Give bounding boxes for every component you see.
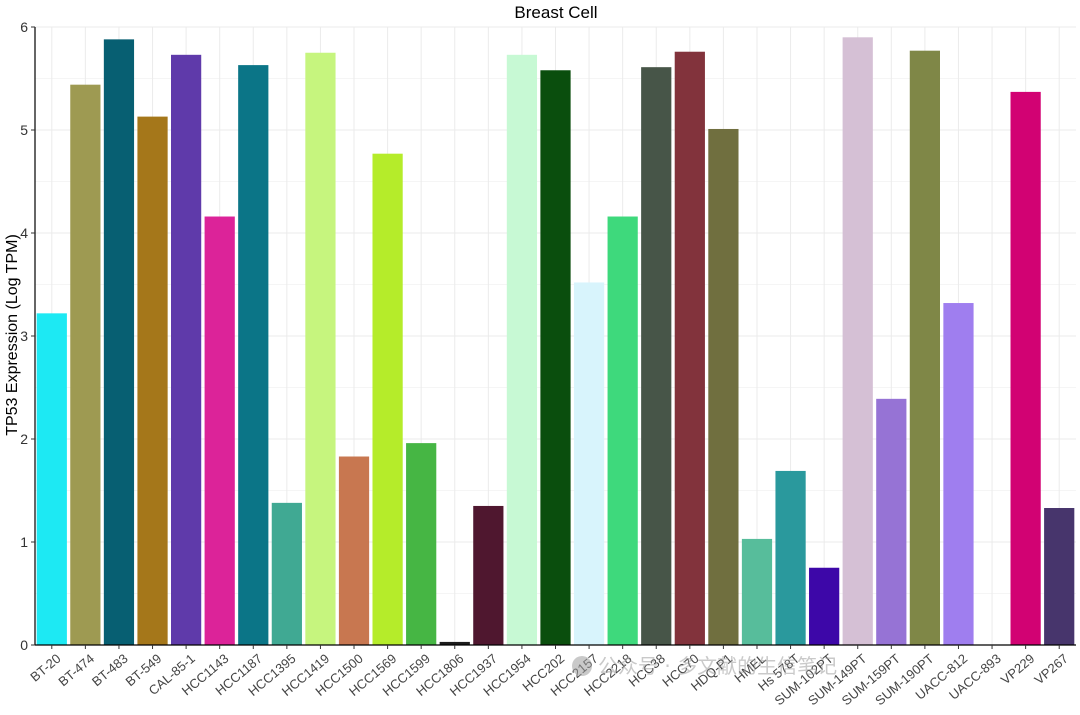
y-axis-title: TP53 Expression (Log TPM) bbox=[4, 234, 21, 436]
bar-HMEL[interactable] bbox=[741, 538, 773, 645]
bar-HCC1954[interactable] bbox=[506, 54, 538, 646]
bar-HCC1419[interactable] bbox=[305, 52, 336, 645]
bar-HCC1395[interactable] bbox=[271, 502, 302, 645]
bar-VP229[interactable] bbox=[1010, 91, 1041, 645]
bar-VP267[interactable] bbox=[1044, 508, 1075, 645]
bar-HCC1806[interactable] bbox=[439, 641, 470, 645]
bar-CAL-85-1[interactable] bbox=[171, 54, 202, 646]
bar-HCC1937[interactable] bbox=[473, 505, 504, 645]
bar-HCC38[interactable] bbox=[641, 67, 672, 646]
bar-SUM-159PT[interactable] bbox=[876, 398, 907, 645]
bar-BT-483[interactable] bbox=[103, 39, 135, 646]
bar-HCC1599[interactable] bbox=[406, 443, 437, 645]
bar-SUM-190PT[interactable] bbox=[909, 50, 940, 645]
y-tick-label: 5 bbox=[20, 122, 28, 138]
bar-HCC2157[interactable] bbox=[573, 282, 605, 645]
y-tick-label: 0 bbox=[20, 637, 28, 653]
bar-SUM-102PT[interactable] bbox=[809, 567, 840, 645]
bar-BT-474[interactable] bbox=[70, 84, 101, 646]
bar-BT-549[interactable] bbox=[137, 116, 168, 646]
y-tick-label: 1 bbox=[20, 534, 28, 550]
bar-HCC1500[interactable] bbox=[338, 456, 370, 645]
bar-HCC70[interactable] bbox=[674, 51, 705, 646]
y-tick-label: 4 bbox=[20, 225, 28, 241]
watermark-text: 公众号 · 多文献的生信笔记 bbox=[598, 654, 837, 678]
bar-HCC2218[interactable] bbox=[607, 216, 638, 645]
bar-HCC1569[interactable] bbox=[372, 153, 403, 645]
bar-BT-20[interactable] bbox=[36, 313, 67, 645]
bar-HCC1187[interactable] bbox=[238, 65, 269, 646]
bar-Hs 578T[interactable] bbox=[775, 470, 806, 645]
bar-HCC1143[interactable] bbox=[204, 216, 235, 645]
bar-layer bbox=[36, 37, 1075, 646]
y-tick-label: 3 bbox=[20, 328, 28, 344]
bar-HCC202[interactable] bbox=[540, 70, 571, 645]
watermark-logo-icon bbox=[572, 656, 592, 676]
y-tick-label: 6 bbox=[20, 19, 28, 35]
bar-HDQ-P1[interactable] bbox=[708, 128, 739, 646]
bar-SUM-149PT[interactable] bbox=[842, 37, 873, 646]
chart-title: Breast Cell bbox=[514, 3, 597, 22]
watermark: 公众号 · 多文献的生信笔记 bbox=[572, 654, 837, 678]
y-tick-label: 2 bbox=[20, 431, 28, 447]
bar-UACC-812[interactable] bbox=[943, 303, 974, 645]
